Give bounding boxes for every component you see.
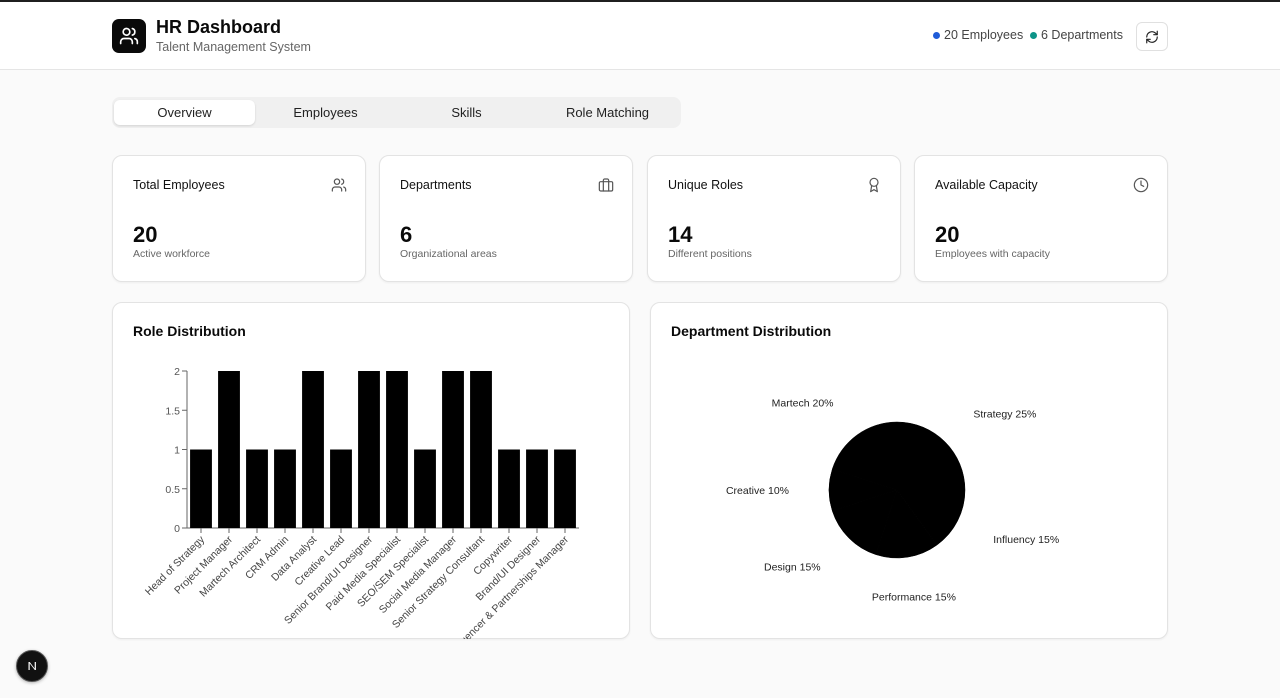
bar	[498, 449, 520, 528]
stat-value: 14	[668, 222, 693, 247]
briefcase-icon	[598, 178, 614, 192]
stat-card-available-capacity: Available Capacity 20 Employees with cap…	[914, 155, 1168, 282]
stat-description: Employees with capacity	[935, 248, 1050, 260]
refresh-icon	[1146, 30, 1158, 43]
departments-count-text: 6 Departments	[1041, 28, 1123, 42]
refresh-button[interactable]	[1136, 22, 1168, 51]
stat-title: Unique Roles	[668, 178, 744, 192]
stat-description: Active workforce	[133, 248, 211, 260]
tab-employees[interactable]: Employees	[293, 105, 358, 120]
bar	[554, 449, 576, 528]
bar	[442, 371, 464, 528]
y-tick-label: 1	[174, 445, 180, 457]
pie-slice-label: Strategy 25%	[973, 409, 1036, 421]
bar	[386, 371, 408, 528]
window-top-border	[0, 0, 1280, 2]
bar	[302, 371, 324, 528]
stat-value: 6	[400, 222, 413, 247]
employees-count-badge: 20 Employees	[933, 28, 1023, 42]
y-tick-label: 0.5	[165, 484, 180, 496]
award-icon	[869, 177, 879, 193]
stat-card-total-employees: Total Employees 20 Active workforce	[112, 155, 366, 282]
stat-title: Departments	[400, 178, 472, 192]
department-distribution-chart: Strategy 25% Influency 15% Performance 15%…	[726, 398, 1059, 604]
app-title: HR Dashboard	[156, 17, 282, 37]
departments-count-badge: 6 Departments	[1030, 28, 1123, 42]
pie-slice-label: Influency 15%	[993, 534, 1059, 546]
employees-status-dot	[933, 31, 940, 39]
bar	[330, 449, 352, 528]
tab-skills[interactable]: Skills	[451, 105, 482, 120]
users-logo-icon	[112, 19, 146, 53]
role-distribution-title: Role Distribution	[133, 323, 246, 339]
y-tick-label: 1.5	[165, 405, 180, 417]
pie-slice-label: Creative 10%	[726, 485, 789, 497]
bar	[414, 449, 436, 528]
bar	[246, 449, 268, 528]
department-distribution-title: Department Distribution	[671, 323, 832, 339]
tab-overview[interactable]: Overview	[114, 100, 255, 125]
users-icon	[331, 178, 347, 192]
tab-role-matching[interactable]: Role Matching	[565, 105, 650, 120]
app-subtitle: Talent Management System	[156, 40, 311, 54]
departments-status-dot	[1030, 31, 1037, 39]
pie-slice-label: Design 15%	[764, 561, 821, 573]
bar	[274, 449, 296, 528]
pie-slice	[832, 489, 898, 555]
y-tick-label: 2	[174, 366, 180, 378]
bar	[526, 449, 548, 528]
pie-slice-label: Performance 15%	[872, 592, 956, 604]
bar	[218, 371, 240, 528]
stat-description: Different positions	[668, 248, 752, 260]
pie-slice	[832, 421, 898, 491]
employees-count-text: 20 Employees	[944, 28, 1024, 42]
bar	[358, 371, 380, 528]
pie-slice-label: Martech 20%	[772, 398, 834, 410]
stat-card-departments: Departments 6 Organizational areas	[379, 155, 633, 282]
app-header: HR Dashboard Talent Management System 20…	[0, 2, 1280, 70]
stat-value: 20	[133, 222, 158, 247]
clock-icon	[1133, 177, 1149, 193]
stat-value: 20	[935, 222, 960, 247]
pie-slice	[896, 421, 966, 491]
stat-title: Total Employees	[133, 178, 225, 192]
stat-title: Available Capacity	[935, 178, 1038, 192]
next-logo-icon	[28, 662, 36, 670]
y-tick-label: 0	[174, 523, 180, 535]
pie-slice	[896, 489, 966, 546]
next-devtools-button[interactable]	[16, 650, 48, 682]
pie-slice	[875, 489, 938, 559]
bar	[470, 371, 492, 528]
stat-description: Organizational areas	[400, 248, 497, 260]
stat-card-unique-roles: Unique Roles 14 Different positions	[647, 155, 901, 282]
bar	[190, 449, 212, 528]
main-tabs: Overview Employees Skills Role Matching	[112, 97, 681, 128]
